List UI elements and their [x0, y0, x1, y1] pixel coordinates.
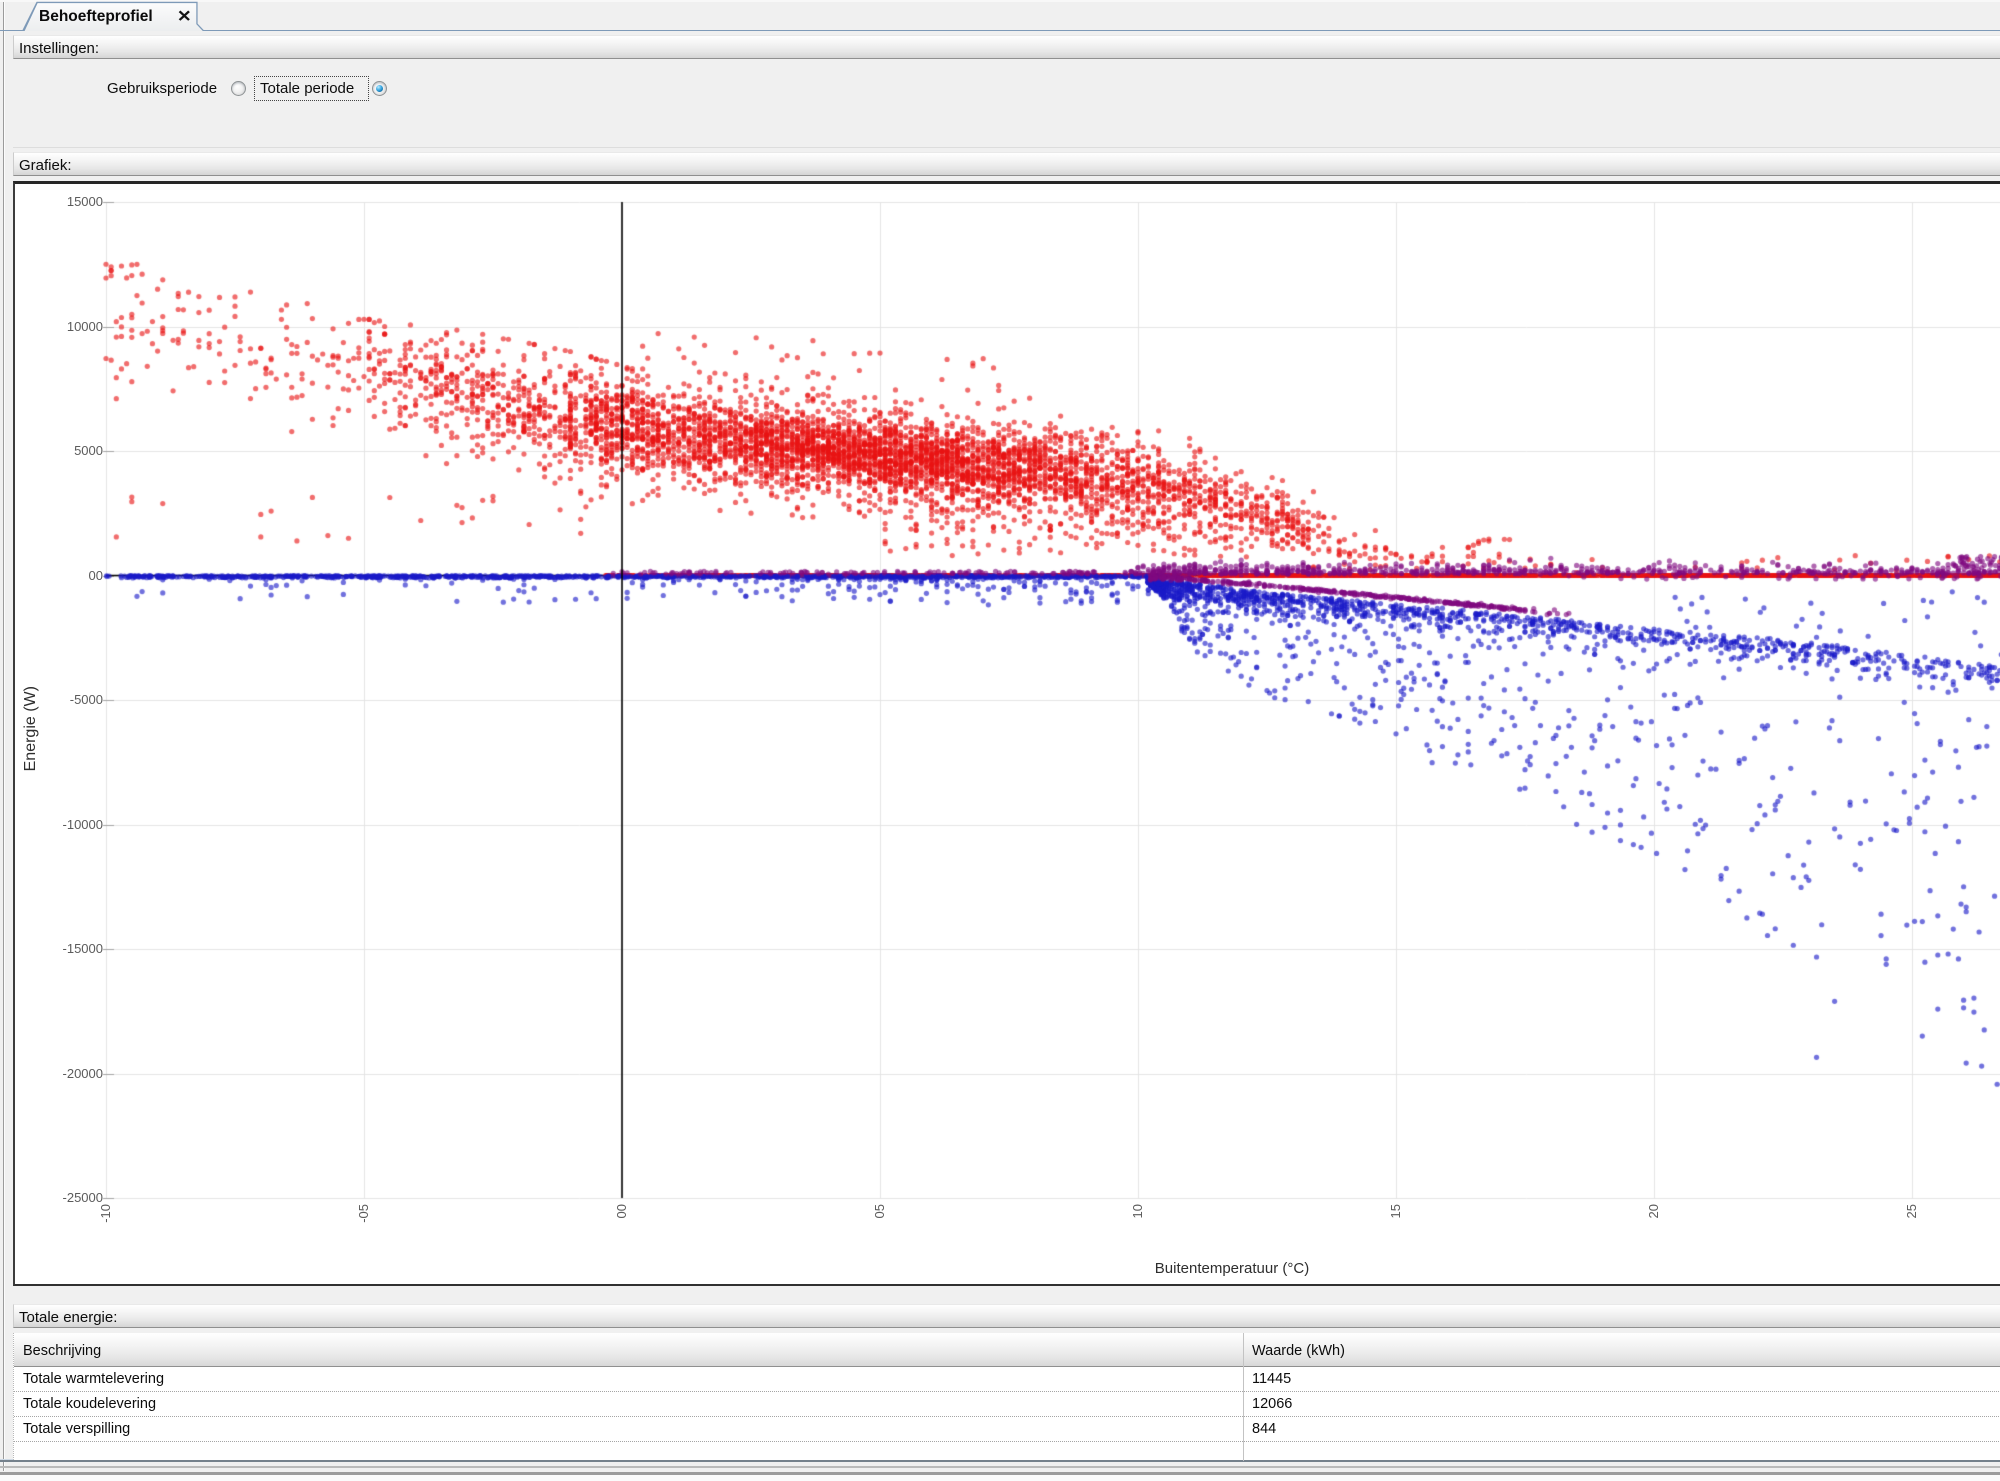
x-tick-05: 05 — [872, 1204, 887, 1219]
y-tick-5000: 5000 — [74, 443, 103, 458]
x-axis-title: Buitentemperatuur (°C) — [1154, 1260, 1310, 1277]
cell-waarde: 844 — [1252, 1421, 1277, 1437]
y-tick--10000: -10000 — [62, 816, 103, 832]
cell-waarde: 11445 — [1252, 1371, 1292, 1387]
chart-area — [13, 181, 2000, 1286]
table-row-2[interactable]: Totale koudelevering 12066 — [14, 1392, 2000, 1417]
y-tick--15000: -15000 — [62, 941, 103, 956]
x-tick-25: 25 — [1904, 1204, 1919, 1219]
x-tick-10: 10 — [1130, 1204, 1145, 1219]
instellingen-title: Instellingen: — [19, 40, 100, 57]
radio-label-totale-periode[interactable]: Totale periode — [260, 80, 355, 97]
table-row-1[interactable]: Totale warmtelevering 11445 — [14, 1367, 2000, 1392]
y-tick--20000: -20000 — [62, 1065, 103, 1081]
window-bottom-border-dark — [0, 1460, 2000, 1462]
grafiek-title: Grafiek: — [19, 157, 72, 174]
x-tick--10: -10 — [98, 1204, 113, 1223]
tab-shape — [24, 3, 203, 31]
table-row-3[interactable]: Totale verspilling 844 — [14, 1417, 2000, 1442]
cell-beschrijving: Totale koudelevering — [23, 1396, 157, 1412]
instellingen-header-bar: Instellingen: — [13, 35, 2000, 59]
y-tick-15000: 15000 — [66, 194, 103, 209]
tab-strip: Behoefteprofiel ✕ — [0, 0, 2000, 31]
cell-beschrijving: Totale warmtelevering — [23, 1371, 165, 1387]
window-bottom-border-mid — [0, 1466, 2000, 1468]
tab-label: Behoefteprofiel — [39, 8, 153, 25]
totale-energie-header-bar: Totale energie: — [13, 1304, 2000, 1328]
radio-totale-periode[interactable] — [372, 81, 387, 96]
y-axis-title: Energie (W) — [22, 685, 39, 771]
totals-table-header: Beschrijving Waarde (kWh) — [14, 1333, 2000, 1367]
x-tick-00: 00 — [614, 1204, 629, 1219]
tab-strip-top-line — [0, 0, 2000, 2]
y-tick-10000: 10000 — [66, 318, 103, 334]
radio-gebruiksperiode[interactable] — [231, 81, 246, 96]
column-header-waarde: Waarde (kWh) — [1252, 1343, 1345, 1359]
table-column-divider — [1243, 1333, 1244, 1461]
y-tick--5000: -5000 — [69, 692, 103, 707]
window-left-border — [3, 0, 4, 1471]
cell-beschrijving: Totale verspilling — [23, 1421, 131, 1437]
x-tick-15: 15 — [1388, 1204, 1403, 1219]
window-bottom-border-outer — [0, 1472, 2000, 1475]
radio-label-gebruiksperiode[interactable]: Gebruiksperiode — [107, 80, 218, 97]
window-bottom-border-light — [0, 1475, 2000, 1481]
cell-waarde: 12066 — [1252, 1396, 1293, 1412]
y-tick-00: 00 — [88, 567, 103, 583]
window-left-highlight — [4, 0, 5, 1471]
grafiek-header-bar: Grafiek: — [13, 152, 2000, 176]
tab-behoefteprofiel[interactable]: Behoefteprofiel ✕ — [18, 1, 210, 31]
totals-table: Beschrijving Waarde (kWh) Totale warmtel… — [13, 1333, 2000, 1461]
totale-energie-title: Totale energie: — [19, 1309, 118, 1326]
radio-dot — [376, 85, 383, 92]
x-tick-20: 20 — [1646, 1204, 1661, 1219]
scatter-canvas[interactable] — [15, 184, 2000, 1284]
x-tick--05: -05 — [356, 1204, 371, 1223]
column-header-beschrijving: Beschrijving — [23, 1343, 102, 1359]
y-tick--25000: -25000 — [62, 1190, 103, 1205]
tab-strip-bottom-line — [0, 30, 2000, 31]
instellingen-panel — [13, 61, 2000, 148]
focus-rect-totale-periode — [254, 76, 369, 101]
tab-close-icon[interactable]: ✕ — [177, 6, 192, 26]
